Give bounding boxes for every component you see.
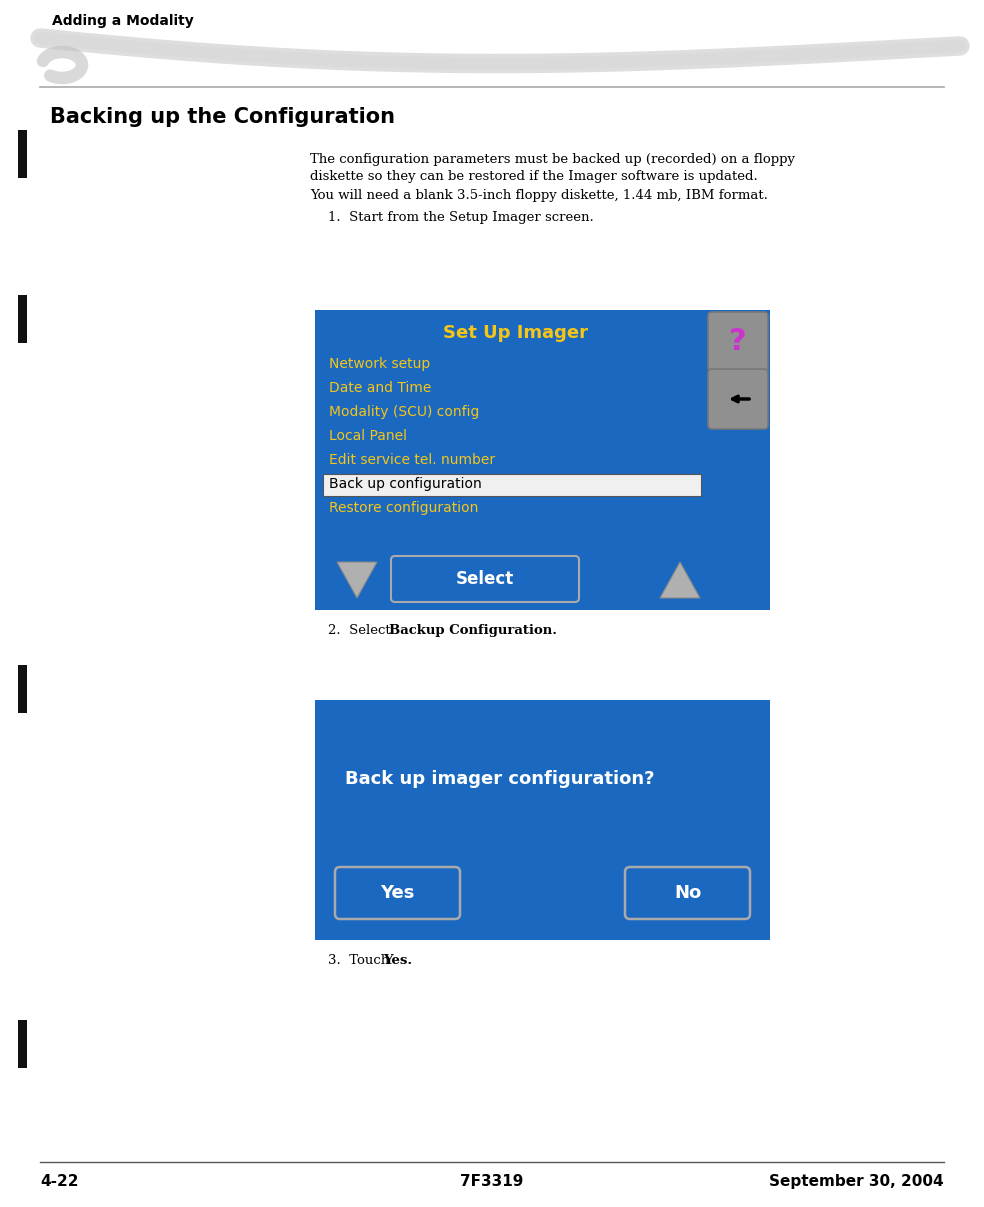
Text: Yes: Yes — [380, 884, 414, 902]
Text: Date and Time: Date and Time — [329, 381, 431, 395]
Text: Modality (SCU) config: Modality (SCU) config — [329, 406, 479, 419]
Text: No: No — [674, 884, 702, 902]
Text: 7F3319: 7F3319 — [461, 1174, 523, 1189]
Text: Back up configuration: Back up configuration — [329, 477, 482, 491]
Text: Local Panel: Local Panel — [329, 428, 407, 443]
Bar — [18, 665, 27, 713]
Text: Back up imager configuration?: Back up imager configuration? — [345, 770, 654, 788]
Text: 3.  Touch: 3. Touch — [328, 954, 394, 967]
Text: Network setup: Network setup — [329, 357, 430, 371]
Text: Edit service tel. number: Edit service tel. number — [329, 453, 495, 467]
FancyBboxPatch shape — [391, 556, 579, 602]
Text: 2.  Select: 2. Select — [328, 624, 395, 637]
Polygon shape — [660, 562, 700, 597]
Text: 1.  Start from the Setup Imager screen.: 1. Start from the Setup Imager screen. — [328, 211, 593, 225]
Text: September 30, 2004: September 30, 2004 — [769, 1174, 944, 1189]
Text: Set Up Imager: Set Up Imager — [443, 323, 587, 342]
Text: diskette so they can be restored if the Imager software is updated.: diskette so they can be restored if the … — [310, 170, 758, 183]
Bar — [18, 130, 27, 177]
Text: You will need a blank 3.5-inch floppy diskette, 1.44 mb, IBM format.: You will need a blank 3.5-inch floppy di… — [310, 189, 768, 202]
Bar — [315, 700, 770, 940]
FancyBboxPatch shape — [335, 867, 460, 919]
Bar — [323, 474, 701, 496]
Bar — [315, 310, 770, 610]
Text: The configuration parameters must be backed up (recorded) on a floppy: The configuration parameters must be bac… — [310, 153, 795, 167]
Text: ?: ? — [729, 327, 747, 356]
FancyBboxPatch shape — [708, 369, 768, 428]
Bar — [18, 1020, 27, 1068]
Bar — [18, 295, 27, 343]
Text: Adding a Modality: Adding a Modality — [52, 14, 194, 28]
Text: Backup Configuration.: Backup Configuration. — [389, 624, 557, 637]
Text: 4-22: 4-22 — [40, 1174, 79, 1189]
FancyBboxPatch shape — [625, 867, 750, 919]
Text: Yes.: Yes. — [384, 954, 412, 967]
Polygon shape — [337, 562, 377, 597]
Text: Select: Select — [456, 570, 514, 588]
FancyBboxPatch shape — [708, 311, 768, 372]
Text: Restore configuration: Restore configuration — [329, 501, 478, 515]
Text: Backing up the Configuration: Backing up the Configuration — [50, 107, 395, 127]
